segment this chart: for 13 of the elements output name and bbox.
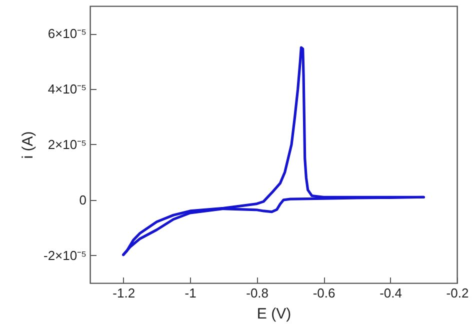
x-tick-label: -0.2 (446, 286, 469, 300)
y-tick-label: -2×10⁻⁵ (44, 248, 86, 263)
y-axis-title: i (A) (20, 131, 36, 159)
x-tick-label: -0.8 (246, 286, 269, 300)
y-tick-label: 0 (79, 192, 86, 208)
x-tick-label: -1.2 (112, 286, 136, 300)
x-axis-title: E (V) (256, 306, 292, 322)
x-tick-label: -1 (184, 286, 196, 300)
y-tick-label: 2×10⁻⁵ (48, 137, 86, 152)
y-tick-label: 6×10⁻⁵ (48, 26, 86, 42)
x-tick-label: -0.6 (312, 286, 336, 300)
x-tick-label: -0.4 (380, 286, 402, 300)
y-tick-label: 4×10⁻⁵ (48, 82, 86, 97)
